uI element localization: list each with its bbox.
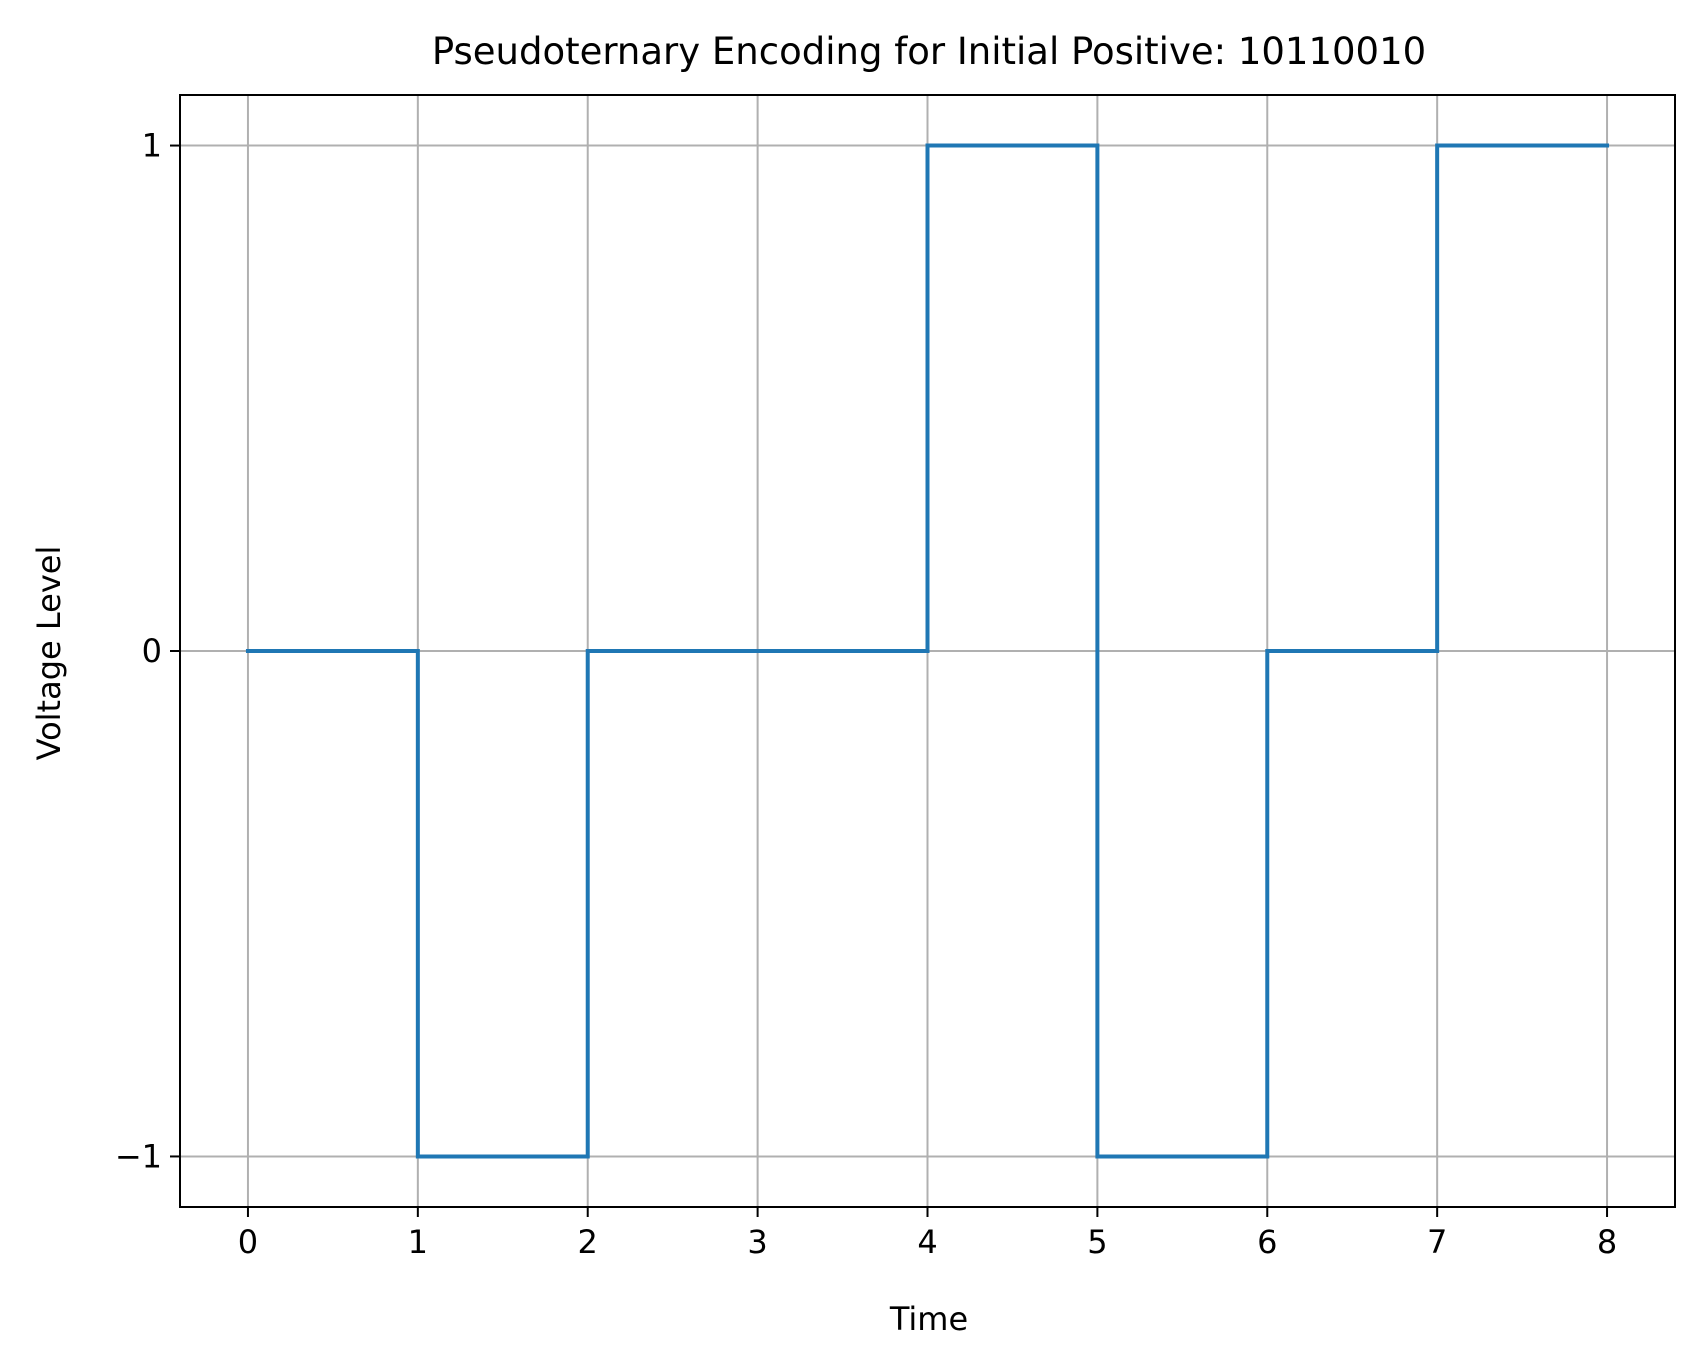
x-tick-label: 1: [408, 1223, 428, 1261]
x-tick-label: 5: [1087, 1223, 1107, 1261]
x-tick-label: 7: [1427, 1223, 1447, 1261]
x-axis-label: Time: [889, 1300, 968, 1338]
series-layer: [245, 143, 1610, 1159]
x-tick-label: 2: [578, 1223, 598, 1261]
x-tick-label: 8: [1597, 1223, 1617, 1261]
x-tick-label: 4: [917, 1223, 937, 1261]
y-tick-label: 0: [142, 632, 162, 670]
y-axis-label: Voltage Level: [30, 546, 68, 761]
x-tick-label: 6: [1257, 1223, 1277, 1261]
y-tick-label: −1: [115, 1137, 162, 1175]
chart-title: Pseudoternary Encoding for Initial Posit…: [432, 30, 1426, 73]
x-tick-label: 3: [747, 1223, 767, 1261]
y-tick-label: 1: [142, 127, 162, 165]
signal-step-line: [245, 143, 1610, 1159]
ticks: 0 1 2 3 4 5 6 7 8 −1 0 1: [115, 127, 1617, 1261]
x-tick-label: 0: [238, 1223, 258, 1261]
